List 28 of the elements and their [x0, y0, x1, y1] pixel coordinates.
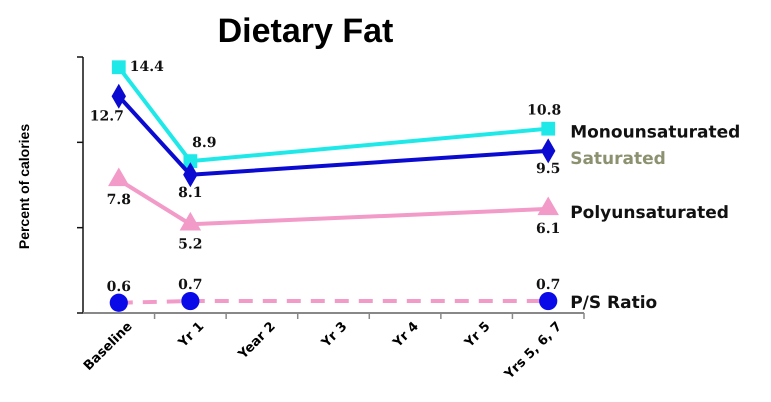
- x-tick-label: Yr 4: [390, 319, 422, 352]
- data-label: 5.2: [178, 236, 203, 252]
- point: [181, 292, 200, 310]
- x-tick-label: Yrs 5, 6, 7: [501, 319, 566, 383]
- point: [539, 292, 558, 310]
- data-label: 8.9: [192, 135, 217, 152]
- y-axis-title: Percent of calories: [16, 124, 32, 250]
- data-label: 0.7: [536, 277, 560, 294]
- point: [110, 294, 128, 312]
- data-label: 12.7: [90, 108, 124, 124]
- data-label: 6.1: [536, 220, 560, 237]
- data-label: 7.8: [106, 192, 131, 208]
- point: [112, 60, 126, 74]
- data-label: 0.6: [106, 278, 131, 295]
- x-tick-label: Yr 3: [318, 319, 350, 352]
- data-label: 0.7: [178, 277, 203, 294]
- series-label: Polyunsaturated: [570, 202, 729, 223]
- series-label: Monounsaturated: [570, 122, 740, 143]
- x-tick-label: Yr 1: [175, 319, 208, 352]
- data-label: 8.1: [178, 184, 203, 201]
- chart-title: Dietary Fat: [218, 12, 394, 50]
- data-label: 9.5: [536, 160, 560, 177]
- x-tick-label: Yr 5: [461, 319, 494, 352]
- series-label: Saturated: [570, 148, 666, 169]
- data-label: 10.8: [527, 102, 562, 119]
- data-label: 14.4: [130, 59, 164, 76]
- point: [541, 122, 556, 136]
- series-label: P/S Ratio: [570, 293, 658, 314]
